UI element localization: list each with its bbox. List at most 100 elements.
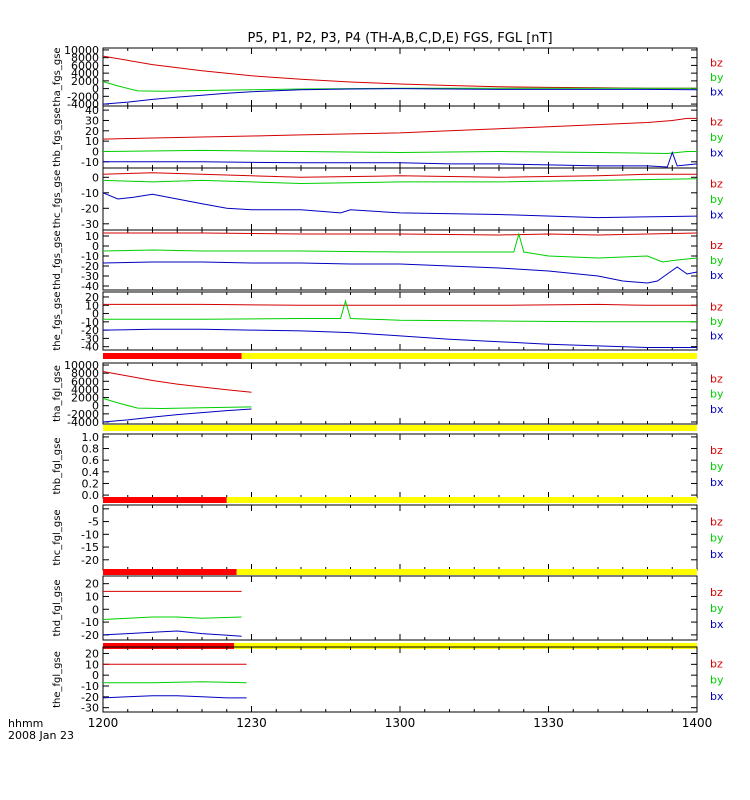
y-axis-label: the_fgl_gse: [52, 651, 63, 708]
y-tick-label: 30: [85, 114, 99, 127]
y-tick-label: 1.0: [82, 431, 100, 444]
y-tick-label: -20: [81, 202, 99, 215]
y-axis-label: thd_fgl_gse: [52, 580, 63, 637]
y-tick-label: -20: [81, 691, 99, 704]
legend-by: by: [710, 532, 724, 545]
legend-bz: bz: [710, 57, 723, 70]
y-tick-label: -20: [81, 324, 99, 337]
legend-bz: bz: [710, 116, 723, 129]
y-tick-label: 0: [92, 145, 99, 158]
y-tick-label: 0.0: [82, 489, 100, 502]
series-line-bx: [103, 151, 698, 168]
y-tick-label: -2000: [67, 408, 99, 421]
y-tick-label: 0: [92, 669, 99, 682]
legend-by: by: [710, 388, 724, 401]
series-line-bz: [102, 172, 697, 178]
y-tick-label: 0: [92, 308, 99, 321]
panels: 1000080006000400020000-2000-4000tha_fgs_…: [52, 44, 724, 715]
x-tick-label: 1300: [385, 716, 416, 730]
panel-8: 0-5-10-15-20 thc_fgl_gse bz by bx: [52, 503, 724, 575]
y-tick-label: 20: [85, 125, 99, 138]
y-tick-label: 6000: [71, 375, 99, 388]
y-tick-label: 10: [85, 590, 99, 603]
chart-title: P5, P1, P2, P3, P4 (TH-A,B,C,D,E) FGS, F…: [247, 31, 552, 46]
x-tick-label: 1230: [236, 716, 267, 730]
y-tick-label: 4000: [71, 67, 99, 80]
y-tick-label: -5: [88, 516, 99, 529]
y-tick-label: 0: [92, 171, 99, 184]
panel-frame: [102, 504, 698, 571]
x-tick-label: 1200: [88, 716, 119, 730]
series-line-bz: [102, 55, 697, 89]
y-axis-label: thc_fgl_gse: [52, 509, 63, 565]
series-line-bx: [102, 408, 252, 423]
legend-bx: bx: [710, 690, 724, 703]
legend-bx: bx: [710, 618, 724, 631]
y-tick-label: 10: [85, 135, 99, 148]
y-tick-label: 0: [92, 603, 99, 616]
series-line-bx: [102, 695, 247, 699]
series-line-by: [102, 178, 698, 185]
y-tick-label: 0.2: [82, 477, 100, 490]
y-tick-label: 0: [92, 400, 99, 413]
y-tick-label: -10: [81, 316, 99, 329]
y-tick-label: 10: [85, 299, 99, 312]
y-axis-label: thc_fgs_gse: [52, 170, 63, 229]
series-line-bz: [103, 303, 697, 306]
quality-bar-yellow: [226, 497, 697, 503]
quality-bar-red: [103, 497, 227, 503]
x-tick-label: 1330: [533, 716, 564, 730]
panel-frame: [102, 47, 698, 107]
legend-bx: bx: [710, 209, 724, 222]
x-axis-label-units: hhmm: [8, 717, 43, 730]
quality-bar-yellow: [241, 353, 697, 359]
y-tick-label: -10: [81, 156, 99, 169]
legend-bz: bz: [710, 657, 723, 670]
legend-bz: bz: [710, 301, 723, 314]
x-axis-label-date: 2008 Jan 23: [8, 729, 74, 742]
legend-by: by: [710, 315, 724, 328]
y-tick-label: -30: [81, 218, 99, 231]
y-tick-label: 0.6: [82, 454, 100, 467]
y-tick-label: -20: [81, 629, 99, 642]
quality-bar-yellow: [103, 425, 697, 431]
y-tick-label: 20: [85, 578, 99, 591]
y-axis-label: thd_fgs_gse: [52, 230, 63, 289]
series-line-by: [103, 681, 247, 684]
y-axis-label: thb_fgs_gse: [52, 107, 63, 166]
y-tick-label: 10000: [64, 359, 99, 372]
series-line-bx: [102, 261, 698, 284]
x-axis: 1200 1230 1300 1330 1400: [88, 716, 713, 730]
y-tick-label: 2000: [71, 75, 99, 88]
legend-bx: bx: [710, 86, 724, 99]
legend-by: by: [710, 71, 724, 84]
y-tick-label: -30: [81, 270, 99, 283]
series-line-bz: [102, 117, 697, 140]
quality-bar-yellow: [234, 643, 698, 649]
quality-bar-red: [103, 569, 237, 575]
panel-4: 100-10-20-30-40 thd_fgs_gse bz by bx: [52, 229, 724, 293]
series-line-bz: [102, 371, 252, 393]
y-tick-label: -4000: [67, 98, 99, 111]
legend-bz: bz: [710, 239, 723, 252]
series-line-bx: [102, 192, 698, 219]
y-tick-label: -40: [81, 280, 99, 293]
y-tick-label: 8000: [71, 367, 99, 380]
legend-bz: bz: [710, 515, 723, 528]
panel-frame: [102, 229, 698, 291]
y-tick-label: -40: [81, 341, 99, 354]
series-line-by: [102, 149, 697, 155]
y-tick-label: 10000: [64, 44, 99, 57]
y-tick-label: -15: [81, 541, 99, 554]
y-tick-label: 4000: [71, 383, 99, 396]
quality-bar-red: [103, 353, 242, 359]
y-tick-label: -2000: [67, 90, 99, 103]
y-tick-label: 8000: [71, 52, 99, 65]
legend-by: by: [710, 460, 724, 473]
